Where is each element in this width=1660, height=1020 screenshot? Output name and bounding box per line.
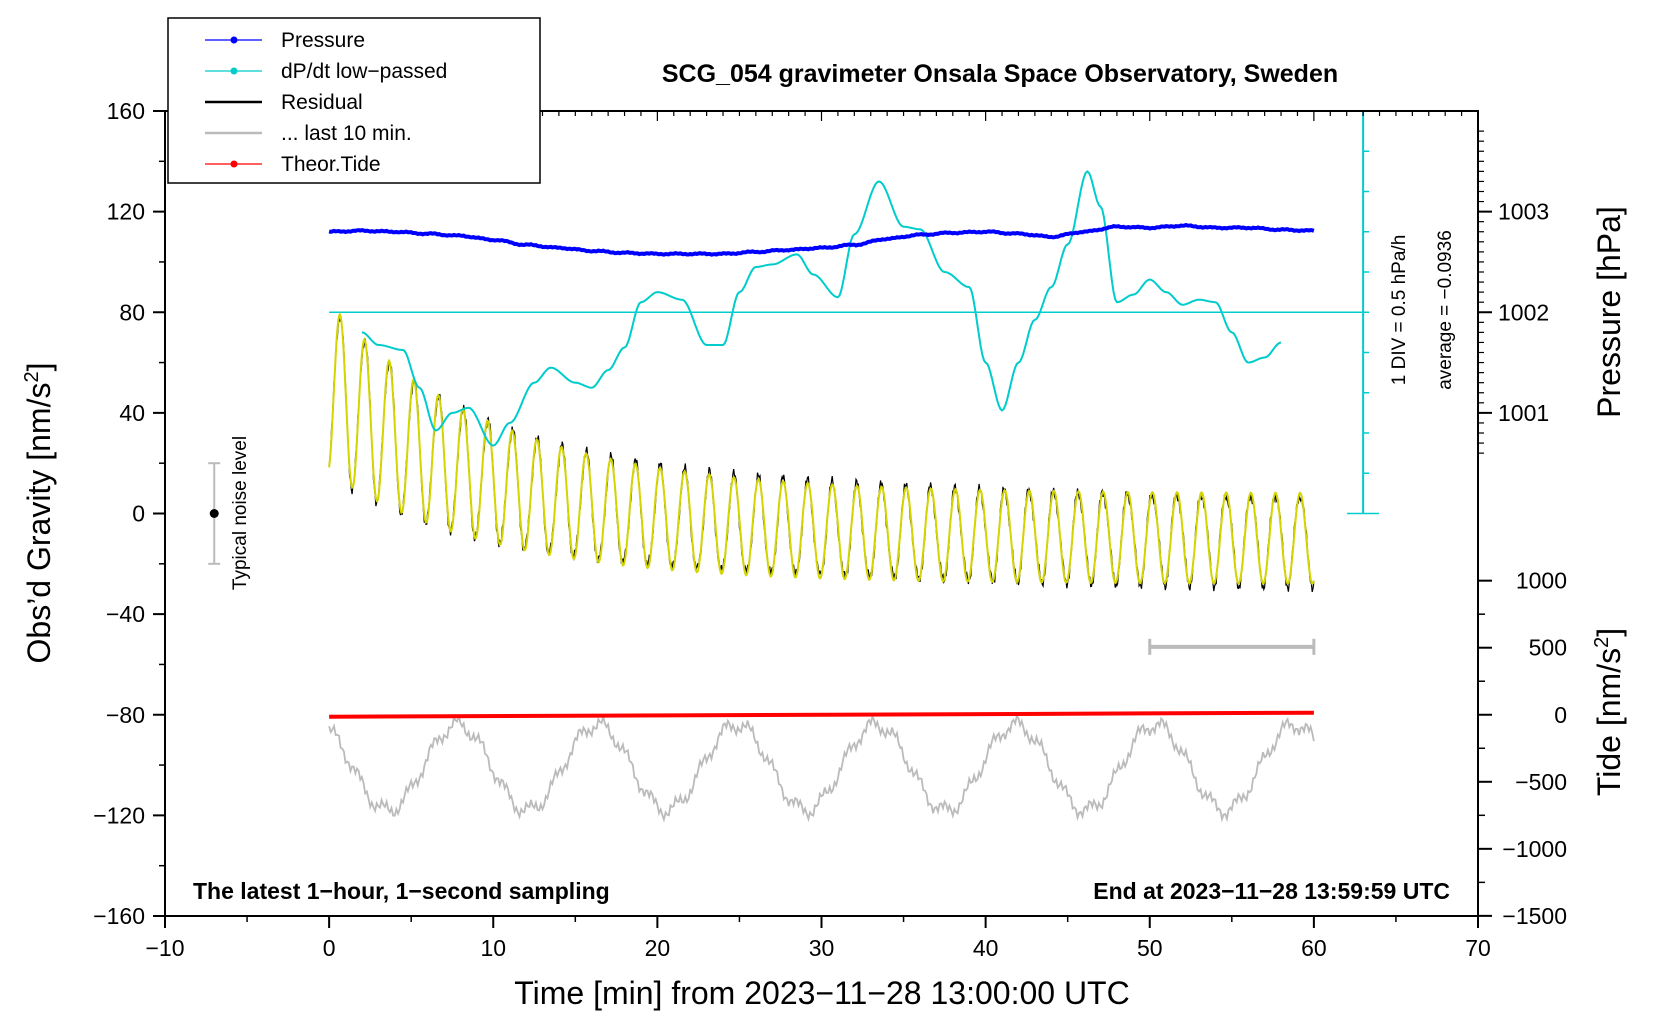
chart-title: SCG_054 gravimeter Onsala Space Observat…: [662, 60, 1338, 88]
pressure-tick-label: 1001: [1498, 400, 1549, 426]
x-tick-label: 20: [645, 935, 671, 961]
x-axis-title: Time [min] from 2023−11−28 13:00:00 UTC: [514, 975, 1129, 1011]
note-end-time: End at 2023−11−28 13:59:59 UTC: [1093, 878, 1450, 904]
x-tick-label: 50: [1137, 935, 1163, 961]
residual-smoothed-line: [328, 311, 1315, 586]
pressure-line: [328, 222, 1315, 257]
axes: −10 0 10 20 30 40 50 60 70 160 120 80 40 0 −40 −80 −120 −…: [93, 98, 1567, 961]
legend-marker: [230, 36, 238, 44]
y-tick-label: 0: [132, 501, 145, 527]
y-axis-title-tide: Tide [nm/s2]: [1591, 628, 1627, 796]
tide-tick-label: −500: [1515, 769, 1567, 795]
x-tick-label: 10: [480, 935, 506, 961]
tide-tick-label: 1000: [1516, 568, 1567, 594]
tide-tick-label: 0: [1554, 702, 1567, 728]
tide-tick-label: 500: [1529, 635, 1567, 661]
y-axis-title-gravity: Obs’d Gravity [nm/s2]: [21, 363, 57, 664]
legend-label: Residual: [281, 91, 363, 114]
legend-marker: [230, 160, 238, 168]
y-tick-label: −40: [106, 601, 145, 627]
x-tick-label: −10: [145, 935, 184, 961]
y-tick-label: 40: [119, 400, 145, 426]
legend-label: Theor.Tide: [281, 153, 381, 176]
legend-label: Pressure: [281, 29, 365, 52]
traces: [208, 110, 1380, 823]
dpdt-line: [361, 170, 1282, 447]
theor-tide-line: [329, 710, 1314, 719]
legend-marker: [230, 67, 238, 75]
x-tick-label: 0: [323, 935, 336, 961]
x-tick-label: 70: [1465, 935, 1491, 961]
legend-label: dP/dt low−passed: [281, 60, 447, 83]
pressure-tick-label: 1002: [1498, 299, 1549, 325]
pressure-div-label: 1 DIV = 0.5 hPa/h: [1389, 235, 1410, 386]
y-tick-label: −120: [93, 802, 145, 828]
legend-box: [167, 17, 541, 184]
pressure-tick-label: 1003: [1498, 199, 1549, 225]
x-tick-label: 60: [1301, 935, 1327, 961]
noise-level-point: [209, 509, 219, 518]
y-tick-label: 120: [107, 199, 145, 225]
x-tick-label: 30: [809, 935, 835, 961]
y-tick-label: 80: [119, 299, 145, 325]
y-tick-label: 160: [107, 98, 145, 124]
legend: Pressure dP/dt low−passed Residual ... last…: [167, 17, 541, 184]
legend-label: ... last 10 min.: [281, 122, 412, 145]
last-10-min-line: [328, 713, 1315, 823]
y-tick-label: −160: [93, 903, 145, 929]
x-tick-label: 40: [973, 935, 999, 961]
tide-tick-label: −1000: [1502, 836, 1567, 862]
note-sampling: The latest 1−hour, 1−second sampling: [193, 878, 610, 904]
tide-tick-label: −1500: [1502, 903, 1567, 929]
residual-line: [328, 316, 1315, 593]
pressure-average-label: average = −0.0936: [1435, 230, 1456, 390]
noise-level-label: Typical noise level: [230, 436, 251, 590]
y-tick-label: −80: [106, 702, 145, 728]
y-axis-title-pressure: Pressure [hPa]: [1591, 206, 1627, 418]
